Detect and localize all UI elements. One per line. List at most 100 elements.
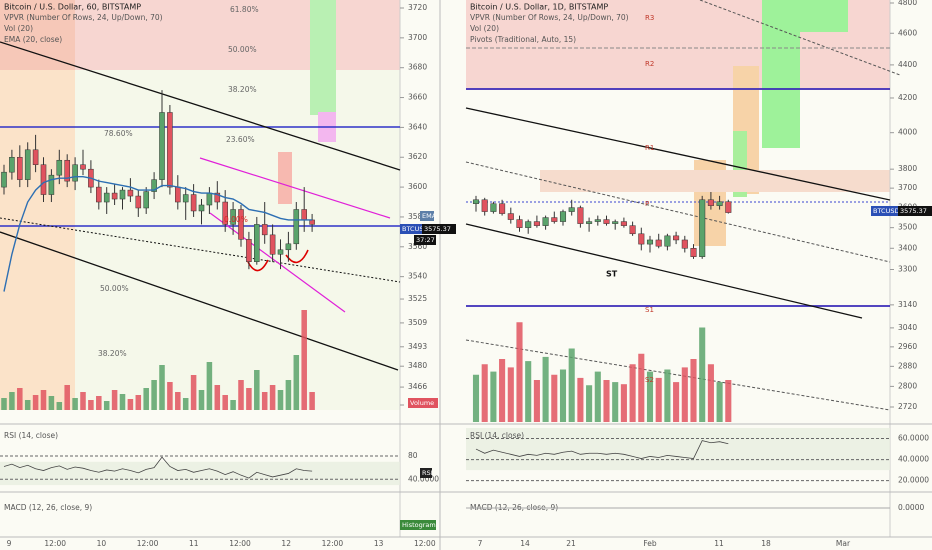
volume-bar [230,400,236,410]
fib-label: 38.20% [98,349,127,358]
rsi-tick-label: 20.0000 [898,476,929,485]
x-tick-label: 11 [714,539,724,548]
y-tick-label: 3480 [408,361,427,370]
volume-bar [577,377,584,422]
volume-bar [542,356,549,422]
candle-body [111,192,118,200]
fib-label: 38.20% [228,85,257,94]
candle-body [716,201,723,206]
candle-body [159,112,165,180]
candle-body [17,156,23,180]
fib-label: 61.80% [230,5,259,14]
x-tick-label: 12:00 [137,539,159,548]
volume-bar [707,364,714,422]
volume-bar [681,367,688,422]
y-tick-label: 2880 [898,361,917,370]
candle-body [72,164,78,182]
y-tick-label: 3640 [408,122,427,131]
rsi-band [0,461,400,486]
volume-bar [586,385,593,422]
volume-bar [594,371,601,422]
y-tick-label: 3400 [898,243,917,252]
volume-bar [490,371,497,422]
y-tick-label: 3493 [408,342,427,351]
volume-bar [293,355,300,410]
trend-line [465,107,891,201]
rsi-tick-label: 40.0000 [898,455,929,464]
volume-bar [182,398,189,410]
candle-body [277,249,284,255]
volume-bar [127,399,134,410]
y-tick-label: 3466 [408,382,427,391]
candle-body [167,112,173,188]
fib-label: 0.00% [224,215,248,224]
pivot-label: R3 [645,14,654,22]
price-badge-label: BTCUSD [873,207,899,215]
volume-bar [9,392,15,410]
y-tick-label: 3700 [408,33,427,42]
pivot-label: R2 [645,60,654,68]
candle-body [261,224,268,236]
candle-body [48,174,55,195]
y-tick-label: 3560 [408,242,427,251]
volume-bar [48,396,55,410]
fib-label: 23.60% [226,135,255,144]
volume-bar [472,374,480,422]
candle-body [32,149,39,165]
volume-bar [277,390,284,410]
y-tick-label: 4600 [898,28,917,37]
candle-body [664,235,671,247]
y-tick-label: 3580 [408,212,427,221]
trend-line [0,41,401,171]
trend-line [0,217,401,283]
volume-bar [111,390,118,410]
fib-label: 50.00% [100,284,129,293]
candle-body [175,186,181,203]
drawings [0,0,901,411]
volume-bar [725,380,732,422]
candle-body [182,194,189,203]
candle-body [646,239,654,245]
volume-bar [96,396,102,410]
rsi-tick-label: 40.0000 [408,474,439,483]
price-badge [420,211,434,221]
volume-bar [664,369,671,422]
x-tick-label: 11 [189,539,199,548]
indicator-header: VPVR (Number Of Rows, 24, Up/Down, 70) [470,13,629,22]
volume-bar [629,364,636,422]
macd-title: MACD (12, 26, close, 9) [4,503,92,512]
channel-line [209,212,346,313]
candle-body [24,149,31,180]
volume-bar [72,398,78,410]
range-box [540,170,890,192]
price-badge [400,520,436,530]
price-badge [871,206,899,216]
y-tick-label: 3720 [408,3,427,12]
indicator-header: Vol (20) [4,24,33,33]
volume-bar [88,400,94,410]
candle-body [516,219,523,228]
y-tick-label: 2800 [898,381,917,390]
volume-bar [64,385,70,410]
candle-body [269,234,276,255]
y-tick-label: 2960 [898,342,917,351]
volume-bar [80,392,86,410]
candle-body [135,195,142,209]
trend-line [465,161,891,263]
volume-bar [175,392,181,410]
candle-body [246,239,252,262]
candle-body [143,191,149,209]
candle-body [230,209,236,225]
volume-bar [301,310,307,410]
volume-bar [716,382,723,422]
candle-body [222,201,228,225]
volume-bar [17,388,23,410]
rsi-tick-label: 80 [408,451,418,460]
volume-bar [143,388,149,410]
x-tick-label: Mar [836,539,851,548]
volume-bar [40,390,47,410]
x-tick-label: 21 [566,539,576,548]
volume-bar [551,374,558,422]
volume-bar [254,370,260,410]
